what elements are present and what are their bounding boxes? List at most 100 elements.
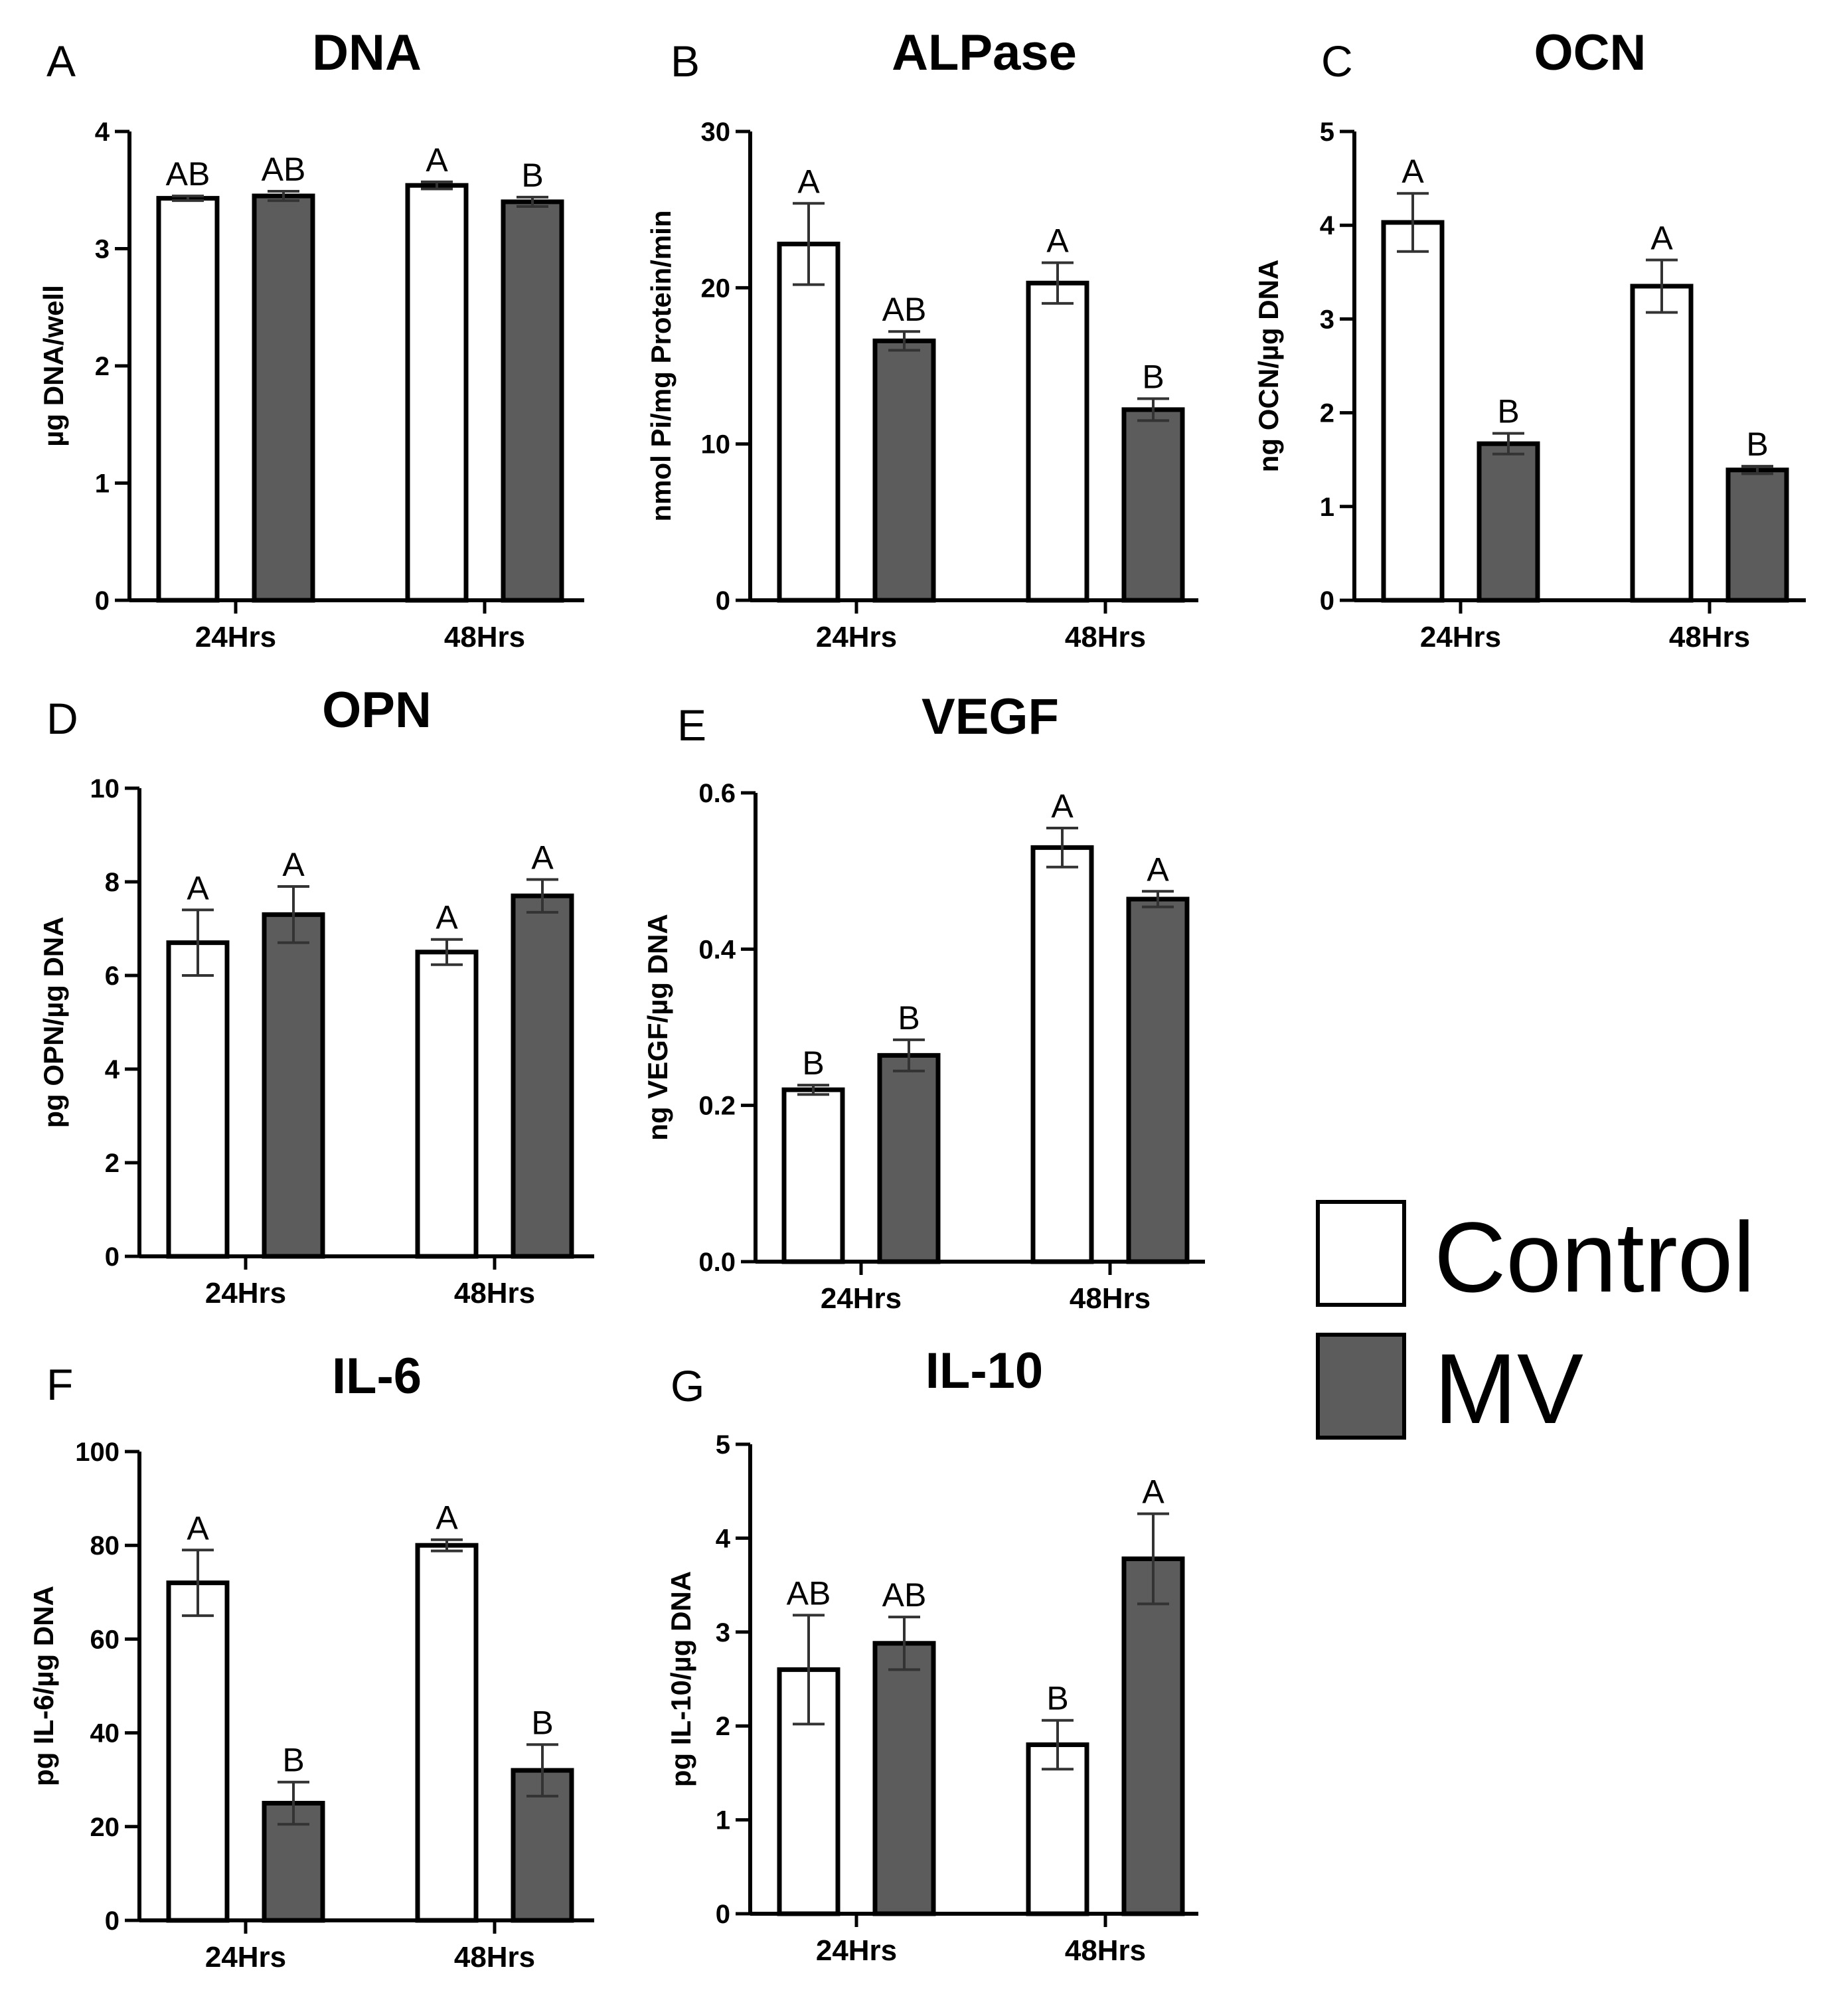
y-tick-label: 2 [1320, 399, 1334, 428]
chart-title: OCN [1534, 25, 1646, 81]
chart-title: IL-6 [332, 1348, 422, 1404]
y-tick-label: 1 [95, 469, 110, 499]
y-axis-label: pg IL-10/µg DNA [665, 1571, 696, 1787]
significance-letter: A [531, 839, 554, 876]
bar-mv-48hrs [1121, 407, 1185, 603]
error-bar-mv-48hrs [526, 878, 558, 914]
significance-letter: A [1046, 222, 1069, 260]
y-tick-label: 4 [105, 1055, 120, 1084]
significance-letter: B [521, 157, 543, 194]
y-tick-label: 5 [716, 1430, 730, 1460]
error-bar-control-24hrs [1397, 192, 1429, 253]
y-tick-label: 20 [701, 274, 731, 303]
y-tick-label: 3 [95, 235, 110, 264]
bar-mv-24hrs [252, 193, 315, 603]
y-tick-label: 5 [1320, 118, 1334, 147]
significance-letter: B [282, 1742, 304, 1779]
bar-mv-48hrs [1725, 467, 1789, 603]
error-bar-control-24hrs [182, 1549, 214, 1618]
y-axis-label: pg OPN/µg DNA [38, 916, 69, 1128]
y-axis-label: µg DNA/well [38, 285, 69, 447]
y-tick-label: 30 [701, 118, 731, 147]
error-bar-mv-24hrs [888, 330, 920, 352]
y-tick-label: 60 [90, 1625, 120, 1654]
y-tick-label: 2 [95, 352, 110, 381]
error-bar-mv-24hrs [268, 190, 299, 203]
chart-panel-f: F IL-6 pg IL-6/µg DNA A A B B 0 20 40 60 80 100 24Hrs… [28, 1348, 594, 1974]
y-tick-label: 0 [95, 586, 110, 616]
bar-mv-48hrs [501, 199, 564, 603]
chart-panel-b: B ALPase nmol Pi/mg Protein/min A A AB B 0 10 20 3… [645, 25, 1198, 653]
y-tick-label: 0 [105, 1906, 120, 1936]
significance-letter: A [436, 1499, 458, 1537]
significance-letter: A [426, 141, 448, 179]
y-tick-label: 10 [90, 774, 120, 803]
significance-letter: A [1142, 1473, 1164, 1511]
x-tick-label: 24Hrs [205, 1941, 286, 1974]
error-bar-control-48hrs [1046, 826, 1078, 869]
significance-letter: A [187, 869, 209, 906]
y-tick-label: 0 [716, 1900, 730, 1929]
panel-letter: F [46, 1360, 73, 1409]
significance-letter: AB [262, 151, 306, 188]
bar-control-48hrs [415, 1543, 479, 1923]
bar-control-24hrs [777, 241, 840, 603]
y-tick-label: 4 [95, 118, 110, 147]
y-tick-label: 2 [105, 1149, 120, 1178]
bar-control-24hrs [1381, 220, 1445, 603]
y-tick-label: 0.6 [698, 779, 736, 808]
panel-letter: C [1321, 37, 1353, 86]
significance-letter: AB [882, 291, 927, 328]
error-bar-mv-24hrs [1492, 432, 1524, 456]
x-tick-label: 24Hrs [1420, 621, 1501, 653]
y-tick-label: 0.4 [698, 935, 736, 964]
y-tick-label: 0.0 [698, 1248, 736, 1277]
bar-control-48hrs [415, 950, 479, 1259]
chart-title: OPN [322, 682, 432, 738]
significance-letter: B [898, 999, 920, 1037]
error-bar-mv-48hrs [1741, 465, 1773, 475]
x-tick-label: 48Hrs [1669, 621, 1750, 653]
significance-letter: A [1401, 153, 1424, 190]
significance-letter: B [531, 1704, 553, 1741]
error-bar-mv-48hrs [526, 1743, 558, 1798]
bar-control-48hrs [1026, 280, 1089, 603]
x-tick-label: 24Hrs [816, 1934, 897, 1967]
bar-mv-24hrs [262, 912, 325, 1259]
panel-letter: G [671, 1361, 704, 1410]
significance-letter: A [1147, 851, 1169, 888]
significance-letter: A [436, 899, 458, 936]
panel-letter: D [46, 694, 78, 743]
error-bar-control-48hrs [431, 938, 463, 966]
error-bar-control-24hrs [182, 908, 214, 977]
error-bar-mv-48hrs [1142, 890, 1174, 908]
error-bar-control-48hrs [421, 180, 453, 191]
bar-mv-24hrs [872, 1641, 936, 1916]
significance-letter: AB [882, 1576, 927, 1614]
x-tick-label: 48Hrs [1065, 1934, 1146, 1967]
x-tick-label: 48Hrs [1070, 1282, 1151, 1315]
y-tick-label: 1 [1320, 493, 1334, 522]
error-bar-mv-24hrs [888, 1616, 920, 1671]
bar-mv-48hrs [511, 893, 574, 1259]
significance-letter: A [1051, 788, 1074, 825]
bar-control-48hrs [405, 183, 469, 603]
significance-letter: AB [787, 1574, 831, 1612]
bar-control-48hrs [1030, 845, 1094, 1264]
error-bar-mv-48hrs [1137, 397, 1169, 422]
bar-mv-48hrs [1126, 896, 1190, 1264]
y-tick-label: 100 [75, 1438, 120, 1467]
error-bar-control-48hrs [431, 1538, 463, 1553]
error-bar-mv-24hrs [278, 885, 309, 944]
y-axis-label: ng OCN/µg DNA [1253, 260, 1284, 473]
error-bar-control-48hrs [1042, 1719, 1074, 1771]
y-tick-label: 6 [105, 962, 120, 991]
y-tick-label: 0.2 [698, 1092, 736, 1121]
legend: Control MV [1316, 1200, 1755, 1444]
x-tick-label: 48Hrs [454, 1277, 535, 1309]
y-tick-label: 4 [1320, 211, 1335, 240]
bar-control-48hrs [1630, 284, 1694, 603]
significance-letter: A [1650, 219, 1673, 256]
error-bar-control-24hrs [172, 195, 204, 203]
x-tick-label: 48Hrs [1065, 621, 1146, 653]
